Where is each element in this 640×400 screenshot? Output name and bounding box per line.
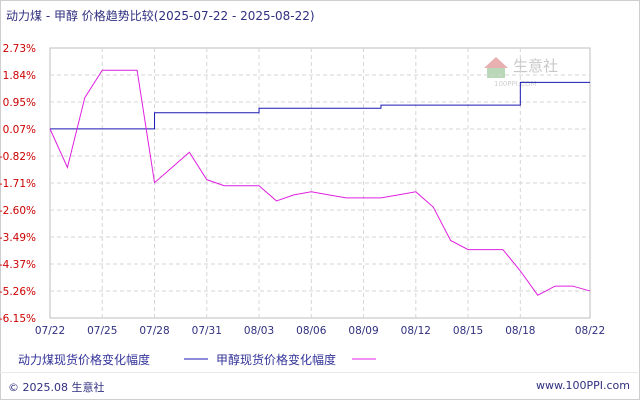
x-tick-label: 08/22 — [575, 325, 605, 337]
y-tick-label: -5.26% — [0, 286, 36, 298]
house-icon — [484, 57, 508, 78]
grid — [49, 47, 591, 319]
chart-title: 动力煤 - 甲醇 价格趋势比较(2025-07-22 - 2025-08-22) — [6, 9, 315, 23]
x-tick-label: 08/18 — [505, 325, 535, 337]
y-tick-label: 2.73% — [3, 43, 36, 55]
x-tick-label: 07/25 — [87, 325, 117, 337]
x-tick-label: 08/12 — [401, 325, 431, 337]
y-tick-label: 0.07% — [3, 124, 36, 136]
watermark-sub: 100PPI.COM — [494, 80, 537, 88]
x-tick-label: 08/09 — [348, 325, 378, 337]
y-tick-label: -6.15% — [0, 313, 36, 325]
x-tick-label: 08/15 — [453, 325, 483, 337]
legend-series-2-label: 甲醇现货价格变化幅度 — [216, 352, 336, 367]
footer-site: www.100PPI.com — [536, 379, 630, 392]
x-tick-label: 07/22 — [35, 325, 65, 337]
y-tick-label: 1.84% — [3, 70, 36, 82]
legend: 动力煤现货价格变化幅度 甲醇现货价格变化幅度 — [18, 352, 376, 367]
watermark-name: 生意社 — [513, 57, 558, 75]
y-tick-label: -1.71% — [0, 178, 36, 190]
x-tick-label: 07/28 — [139, 325, 169, 337]
x-tick-label: 08/03 — [244, 325, 274, 337]
footer-copyright: © 2025.08 生意社 — [8, 381, 105, 394]
x-tick-label: 08/06 — [296, 325, 327, 337]
series-lines — [49, 69, 591, 296]
y-tick-label: -3.49% — [0, 232, 36, 244]
watermark-logo: 生意社 100PPI.COM — [484, 57, 558, 88]
y-tick-label: -4.37% — [0, 259, 36, 271]
y-tick-label: -0.82% — [0, 151, 36, 163]
y-tick-label: 0.95% — [3, 97, 36, 109]
series-line-2 — [49, 69, 591, 296]
x-tick-label: 07/31 — [192, 325, 222, 337]
footer-divider — [0, 372, 638, 373]
series-line-1 — [50, 81, 590, 130]
y-tick-label: -2.60% — [0, 205, 36, 217]
x-axis-ticks: 07/22 07/25 07/28 07/31 08/03 08/06 08/09 08/12… — [35, 325, 605, 337]
y-axis-ticks: 2.73% 1.84% 0.95% 0.07% -0.82% -1.71% -2.60% -3… — [0, 43, 36, 325]
legend-series-1-label: 动力煤现货价格变化幅度 — [18, 352, 150, 367]
